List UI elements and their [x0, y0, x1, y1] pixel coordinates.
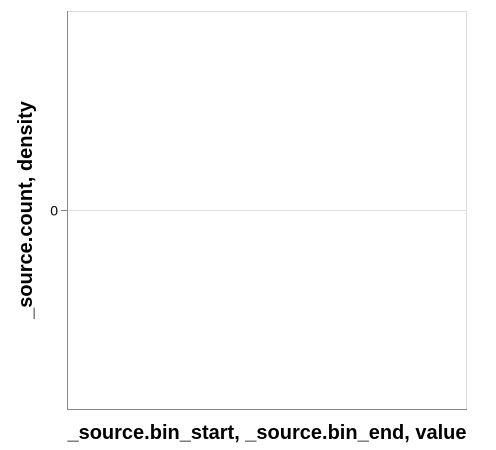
y-tick-label: 0: [50, 203, 58, 219]
y-axis-title: _source.count, density: [15, 100, 37, 320]
x-axis-title: _source.bin_start, _source.bin_end, valu…: [66, 422, 466, 444]
y-axis-ticks: 0: [50, 203, 67, 219]
